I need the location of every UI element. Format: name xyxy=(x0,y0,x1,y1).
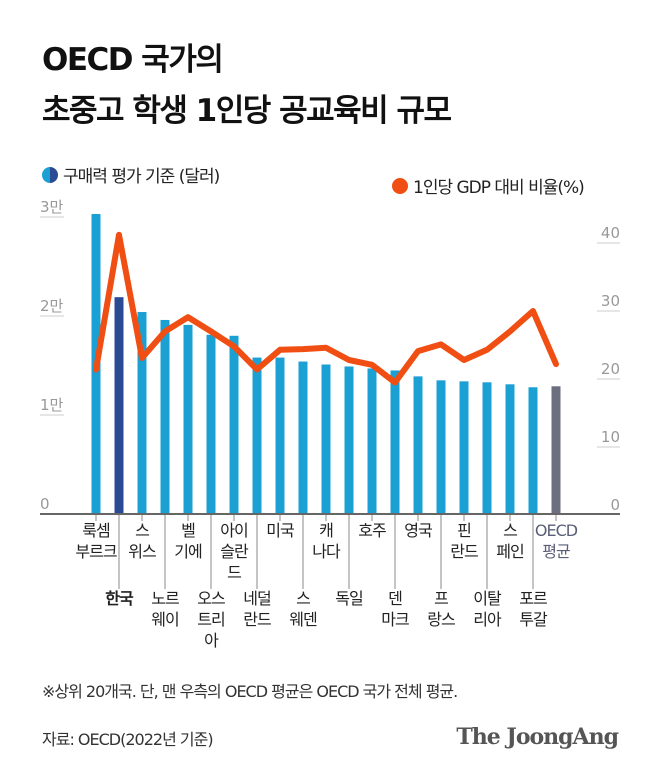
bar xyxy=(367,368,377,513)
bar xyxy=(275,357,285,513)
category-label: 미국 xyxy=(266,521,294,540)
category-label: 투갈 xyxy=(519,610,548,629)
category-label: 이탈 xyxy=(473,589,502,608)
footnote: ※상위 20개국. 단, 맨 우측의 OECD 평균은 OECD 국가 전체 평… xyxy=(42,682,458,701)
bar xyxy=(390,370,400,513)
bar xyxy=(252,357,262,513)
category-label: 란드 xyxy=(450,542,478,561)
category-label: 오스 xyxy=(197,589,225,608)
category-label: 스 xyxy=(503,521,517,540)
bar xyxy=(436,380,446,513)
bar xyxy=(206,334,216,513)
category-label: 드 xyxy=(227,563,241,582)
category-label: 부르크 xyxy=(75,542,116,561)
right-axis-tick-label: 10 xyxy=(601,428,620,446)
chart: 01만2만3만010203040룩셈부르크한국스위스노르웨이벨기에오스트리아아이… xyxy=(40,198,620,650)
bar xyxy=(413,376,423,513)
category-label: 핀 xyxy=(457,521,471,540)
right-axis-tick-label: 30 xyxy=(601,292,620,310)
left-axis-tick-label: 3만 xyxy=(40,198,64,216)
half-circle-legend-icon xyxy=(42,166,58,183)
legend-bars-label: 구매력 평가 기준 (달러) xyxy=(63,167,220,187)
right-axis-tick-label: 40 xyxy=(601,224,620,242)
category-label: 리아 xyxy=(473,610,502,629)
bar xyxy=(459,381,469,513)
category-label: 나다 xyxy=(312,542,341,561)
category-label: 벨 xyxy=(181,521,195,540)
category-label: 호주 xyxy=(358,521,386,540)
category-label: 웨이 xyxy=(151,610,178,629)
left-axis-tick-label: 0 xyxy=(40,495,50,513)
category-label: 룩셈 xyxy=(82,521,109,540)
legend-bars: 구매력 평가 기준 (달러) xyxy=(42,162,220,187)
bar xyxy=(183,324,193,513)
bar xyxy=(160,319,170,513)
category-label: 평균 xyxy=(542,542,570,561)
category-label: 캐 xyxy=(319,521,333,540)
bar xyxy=(298,361,308,513)
category-label: 네덜 xyxy=(243,589,271,608)
category-label: 기에 xyxy=(174,542,202,561)
bar xyxy=(137,312,147,513)
logo: The JoongAng xyxy=(456,724,619,750)
category-label: 트리 xyxy=(197,610,224,629)
bar xyxy=(528,387,538,513)
category-label: 위스 xyxy=(128,542,156,561)
category-label: 랑스 xyxy=(427,610,455,629)
category-label: 슬란 xyxy=(220,542,249,561)
bar xyxy=(321,364,331,513)
category-label: 영국 xyxy=(404,521,432,540)
title-line-2: 초중고 학생 1인당 공교육비 규모 xyxy=(42,93,452,129)
bar xyxy=(229,335,239,513)
category-label: 포르 xyxy=(519,589,547,608)
orange-circle-legend-icon xyxy=(392,177,408,194)
category-label: 프 xyxy=(434,589,448,608)
bar xyxy=(344,366,354,513)
right-axis-tick-label: 0 xyxy=(610,496,620,514)
right-axis-tick-label: 20 xyxy=(601,360,620,378)
bar xyxy=(482,382,492,513)
category-label: 아이 xyxy=(220,521,247,540)
category-label: 스 xyxy=(296,589,310,608)
category-label: OECD xyxy=(535,521,578,540)
left-axis-tick-label: 1만 xyxy=(40,396,64,414)
legend-line: 1인당 GDP 대비 비율(%) xyxy=(392,173,585,198)
category-label: 아 xyxy=(204,631,219,650)
category-label: 독일 xyxy=(335,589,363,608)
category-label: 마크 xyxy=(381,610,409,629)
category-label: 한국 xyxy=(105,589,134,608)
legend-line-label: 1인당 GDP 대비 비율(%) xyxy=(413,178,585,198)
category-label: 웨덴 xyxy=(289,610,317,629)
bar xyxy=(551,386,561,513)
category-label: 페인 xyxy=(496,542,524,561)
bar xyxy=(505,384,515,513)
category-label: 노르 xyxy=(151,589,179,608)
source: 자료: OECD(2022년 기준) xyxy=(42,730,214,749)
bar xyxy=(114,297,124,513)
category-label: 덴 xyxy=(388,589,402,608)
category-label: 란드 xyxy=(243,610,271,629)
category-label: 스 xyxy=(135,521,149,540)
title-line-1: OECD 국가의 xyxy=(42,42,224,78)
left-axis-tick-label: 2만 xyxy=(40,297,64,315)
